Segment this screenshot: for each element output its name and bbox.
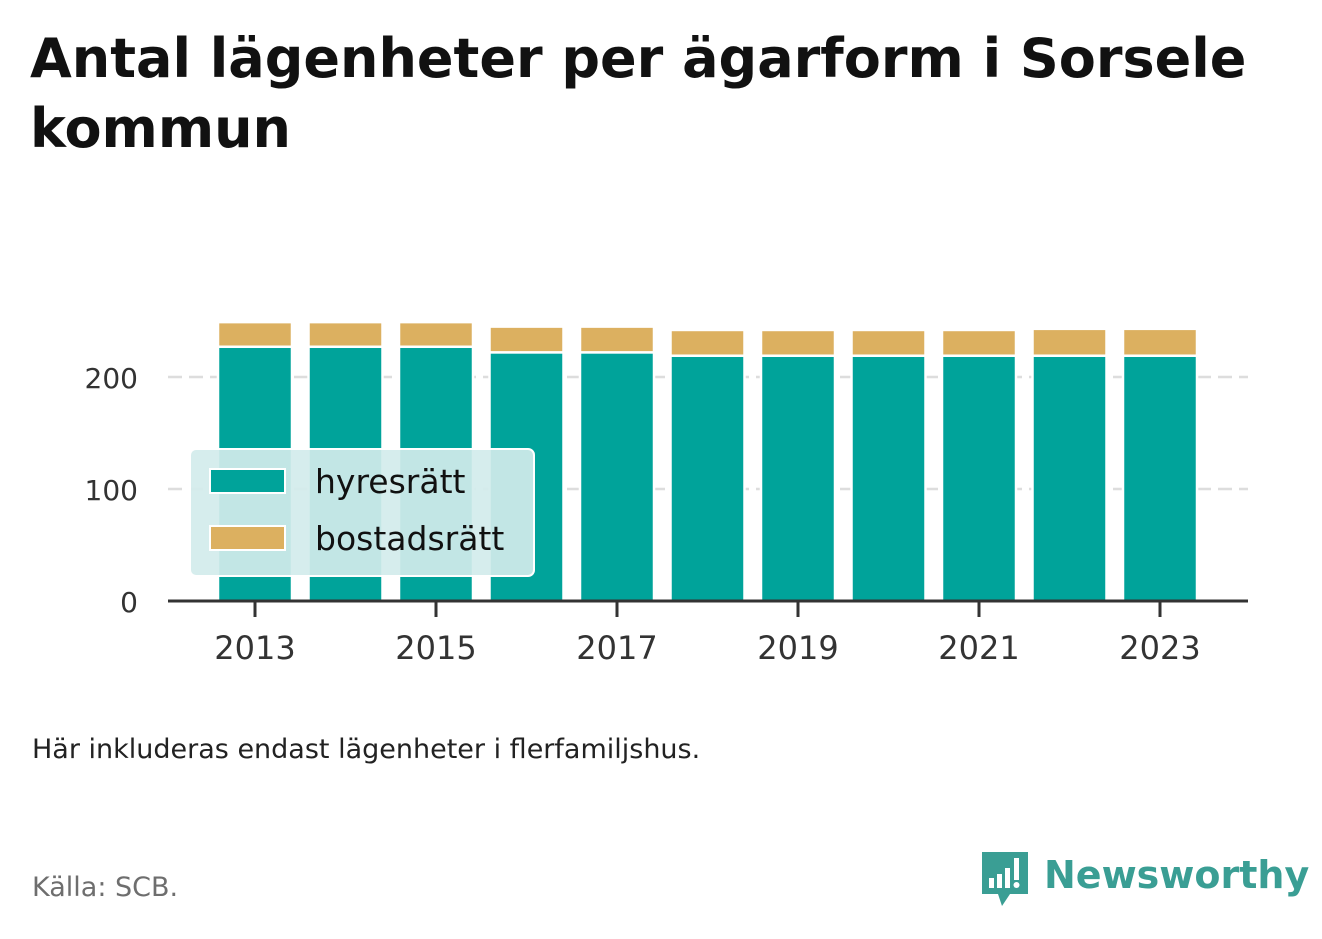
x-tick-label: 2015 bbox=[395, 629, 476, 667]
legend-swatch-hyresratt bbox=[209, 468, 286, 494]
bar-bostadsratt-2023 bbox=[1121, 327, 1199, 357]
legend-swatch-bostadsratt bbox=[209, 525, 286, 551]
chart-title: Antal lägenheter per ägarform i Sorsele … bbox=[30, 27, 1247, 160]
bar-hyresratt-2017 bbox=[578, 351, 656, 603]
x-tick-label: 2017 bbox=[576, 629, 657, 667]
newsworthy-bar-icon bbox=[982, 852, 1028, 906]
bar-bostadsratt-2021 bbox=[940, 328, 1018, 357]
bar-bostadsratt-2020 bbox=[850, 328, 927, 357]
bar-bostadsratt-2017 bbox=[578, 325, 656, 354]
newsworthy-logo: Newsworthy bbox=[980, 850, 1309, 910]
legend: hyresrätt bostadsrätt bbox=[189, 448, 535, 577]
bar-hyresratt-2020 bbox=[850, 354, 927, 603]
legend-label-bostadsratt: bostadsrätt bbox=[315, 519, 504, 558]
source-text: Källa: SCB. bbox=[32, 872, 179, 903]
bar-bostadsratt-2022 bbox=[1031, 327, 1108, 357]
x-tick-label: 2019 bbox=[757, 629, 838, 667]
bar-hyresratt-2021 bbox=[940, 354, 1018, 603]
brand-name: Newsworthy bbox=[1044, 853, 1310, 897]
bar-bostadsratt-2013 bbox=[216, 320, 294, 349]
y-tick-label: 100 bbox=[85, 474, 138, 507]
y-tick-label: 200 bbox=[85, 362, 138, 395]
bar-bostadsratt-2016 bbox=[488, 325, 565, 354]
x-tick-label: 2023 bbox=[1119, 629, 1200, 667]
bar-bostadsratt-2014 bbox=[307, 320, 384, 349]
y-tick-label: 0 bbox=[120, 586, 138, 619]
bar-bostadsratt-2019 bbox=[759, 328, 837, 357]
bar-hyresratt-2023 bbox=[1121, 354, 1199, 603]
legend-label-hyresratt: hyresrätt bbox=[315, 462, 466, 501]
bar-hyresratt-2019 bbox=[759, 354, 837, 603]
bar-hyresratt-2018 bbox=[669, 354, 746, 603]
x-tick-label: 2013 bbox=[214, 629, 295, 667]
chart-note: Här inkluderas endast lägenheter i flerf… bbox=[32, 734, 701, 765]
bar-hyresratt-2022 bbox=[1031, 354, 1108, 603]
x-tick-label: 2021 bbox=[938, 629, 1019, 667]
axes: 0 100 200 2013 2015 2017 2019 2021 2023 bbox=[85, 362, 1248, 667]
bar-bostadsratt-2018 bbox=[669, 328, 746, 357]
bar-bostadsratt-2015 bbox=[397, 320, 475, 349]
